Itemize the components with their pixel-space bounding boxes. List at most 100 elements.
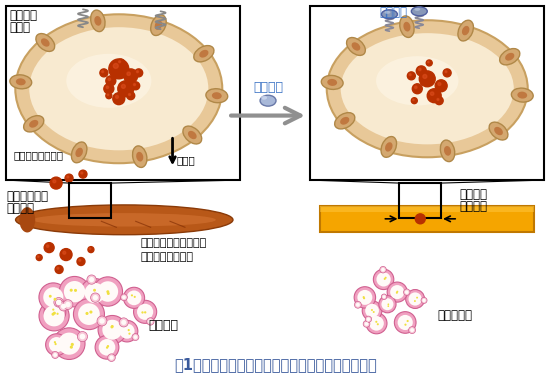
Circle shape <box>97 281 118 302</box>
Circle shape <box>127 291 142 305</box>
Circle shape <box>46 245 49 247</box>
Circle shape <box>421 297 427 303</box>
Circle shape <box>409 293 422 306</box>
Text: 受容体: 受容体 <box>9 21 30 34</box>
Ellipse shape <box>327 20 528 157</box>
Circle shape <box>77 258 85 265</box>
Circle shape <box>38 256 39 258</box>
Circle shape <box>396 292 398 294</box>
Circle shape <box>87 275 96 284</box>
Circle shape <box>133 84 135 86</box>
Circle shape <box>56 300 61 305</box>
Ellipse shape <box>155 21 162 30</box>
Circle shape <box>409 74 411 75</box>
Text: 脆肪酸がリンパ管から: 脆肪酸がリンパ管から <box>140 238 207 248</box>
Ellipse shape <box>384 11 390 14</box>
Circle shape <box>377 323 379 325</box>
Circle shape <box>390 285 404 299</box>
Circle shape <box>132 82 140 90</box>
Circle shape <box>70 289 73 292</box>
Circle shape <box>388 303 389 305</box>
Circle shape <box>413 84 422 94</box>
Circle shape <box>54 298 64 307</box>
Text: アペリン: アペリン <box>379 6 408 19</box>
Circle shape <box>111 326 113 328</box>
Circle shape <box>134 300 156 323</box>
Circle shape <box>122 295 126 299</box>
Circle shape <box>99 318 105 324</box>
Circle shape <box>423 74 427 79</box>
Circle shape <box>89 248 91 249</box>
Circle shape <box>422 299 426 302</box>
Text: リンパ管: リンパ管 <box>459 188 487 201</box>
Ellipse shape <box>347 37 366 55</box>
Circle shape <box>357 290 372 305</box>
Circle shape <box>413 99 414 100</box>
Ellipse shape <box>382 10 398 19</box>
Circle shape <box>406 320 409 322</box>
Circle shape <box>367 317 370 321</box>
Circle shape <box>108 354 115 361</box>
Circle shape <box>408 72 415 80</box>
Circle shape <box>124 69 138 83</box>
Circle shape <box>426 60 432 66</box>
Circle shape <box>46 334 67 356</box>
Circle shape <box>74 289 77 292</box>
Ellipse shape <box>385 142 393 152</box>
Circle shape <box>119 324 134 339</box>
Ellipse shape <box>458 20 473 41</box>
Circle shape <box>59 277 90 307</box>
Circle shape <box>364 322 368 326</box>
Circle shape <box>363 321 370 327</box>
Circle shape <box>100 69 108 77</box>
Ellipse shape <box>150 15 166 35</box>
Circle shape <box>113 63 118 68</box>
Bar <box>320 206 534 232</box>
Circle shape <box>416 66 426 76</box>
Ellipse shape <box>444 146 451 156</box>
Circle shape <box>85 283 105 303</box>
Circle shape <box>48 305 62 320</box>
Ellipse shape <box>505 53 514 61</box>
Circle shape <box>59 302 68 311</box>
Circle shape <box>70 345 73 349</box>
Circle shape <box>80 279 109 307</box>
Circle shape <box>53 328 85 359</box>
Circle shape <box>397 291 398 293</box>
Ellipse shape <box>29 27 208 150</box>
Circle shape <box>39 301 69 331</box>
Circle shape <box>121 84 126 88</box>
Circle shape <box>95 335 119 359</box>
Bar <box>7 6 240 180</box>
Circle shape <box>379 296 396 313</box>
Circle shape <box>411 98 418 103</box>
Circle shape <box>53 180 56 183</box>
Ellipse shape <box>414 8 420 11</box>
Circle shape <box>64 281 85 302</box>
Text: の安定化: の安定化 <box>459 200 487 213</box>
Circle shape <box>377 272 391 287</box>
Ellipse shape <box>340 117 349 125</box>
Circle shape <box>137 71 138 73</box>
Circle shape <box>363 296 365 298</box>
Circle shape <box>89 277 94 282</box>
Ellipse shape <box>260 95 276 106</box>
Circle shape <box>118 61 121 63</box>
Circle shape <box>94 294 97 297</box>
Circle shape <box>148 319 153 324</box>
Ellipse shape <box>66 54 152 108</box>
Circle shape <box>111 325 114 328</box>
Circle shape <box>78 303 100 325</box>
Circle shape <box>385 277 387 279</box>
Circle shape <box>356 303 360 307</box>
Bar <box>310 6 544 180</box>
Circle shape <box>63 300 73 309</box>
Circle shape <box>362 301 382 321</box>
Bar <box>320 206 534 212</box>
Circle shape <box>106 290 109 293</box>
Ellipse shape <box>512 88 533 102</box>
Circle shape <box>366 313 387 334</box>
Circle shape <box>102 320 122 340</box>
Circle shape <box>363 297 365 299</box>
Circle shape <box>388 305 389 307</box>
